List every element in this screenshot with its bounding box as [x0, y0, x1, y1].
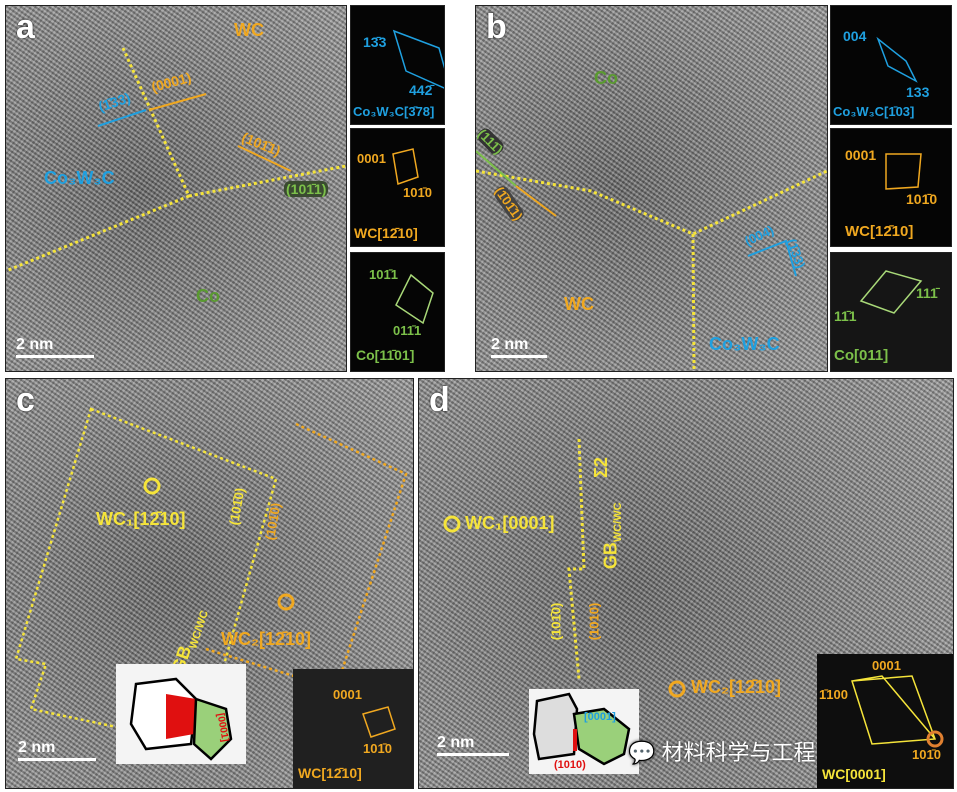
grain-label: WC₂[12̄10]	[221, 629, 312, 649]
grain-boundary-d	[443, 438, 686, 698]
schematic-label: [0001]	[584, 711, 616, 723]
zone-axis: Co₃W₃C[1̄03]	[833, 104, 915, 119]
spot-label: 004	[843, 28, 867, 44]
spot-label: 133	[906, 84, 930, 100]
panel-label: c	[16, 381, 35, 419]
panel-a-hrtem: a WC Co₃W₃C Co (1̄33) (0001) (101̄1) (10…	[5, 5, 347, 372]
spot-label: 101̄0	[403, 185, 432, 200]
grain-boundaries-a	[6, 47, 346, 273]
fft-inset: 0001 101̄0 WC[12̄10]	[830, 128, 952, 247]
zone-axis: WC[12̄10]	[354, 225, 418, 241]
panel-d-hrtem: d WC₁[0001] WC₂[12̄10] GBWC/WC Σ2 (101̄0…	[418, 378, 954, 789]
grain-boundaries-b	[476, 150, 827, 371]
grain-label: WC₂[12̄10]	[691, 677, 782, 697]
scale-bar: 2 nm	[18, 739, 96, 761]
spot-label: 1̄100	[819, 687, 848, 702]
panel-label: d	[429, 381, 450, 419]
grain-label: WC₁[0001]	[465, 513, 555, 533]
scale-bar-label: 2 nm	[437, 734, 475, 751]
grain-regions-c	[14, 407, 408, 731]
fft-inset: 0001 1̄100 101̄0 WC[0001]	[817, 654, 953, 788]
spot-label: 0001	[357, 151, 386, 166]
spot-label: 442̄	[409, 82, 433, 98]
fft-inset: 111̄ 11̄1 Co[011]	[830, 252, 952, 372]
zone-axis: Co₃W₃C[3̄78]	[353, 104, 435, 119]
scale-bar-label: 2 nm	[18, 739, 56, 756]
watermark: 💬 材料科学与工程	[628, 735, 816, 767]
wechat-icon: 💬	[628, 740, 656, 765]
fft-inset: 004 133 Co₃W₃C[1̄03]	[830, 5, 952, 125]
crystal-schematic: [0001] (1010)	[529, 689, 639, 774]
spot-label: 11̄1	[834, 308, 857, 324]
plane-label: (1010)	[586, 602, 602, 641]
plane-label: (101̄0)	[548, 602, 564, 641]
watermark-text: 材料科学与工程	[661, 740, 816, 765]
panel-b-hrtem: b Co WC Co₃W₃C (111̄) (1̄01̄1) (004) (1̄…	[475, 5, 828, 372]
co3w3c-label: Co₃W₃C	[44, 168, 115, 188]
co3w3c-label: Co₃W₃C	[709, 334, 780, 354]
spot-label: 101̄0	[906, 191, 938, 207]
fft-inset: 0001 101̄0 WC[12̄10]	[350, 128, 445, 247]
gb-label: GBWC/WC	[601, 502, 625, 569]
spot-label: 101̄1	[369, 267, 398, 282]
plane-label: (101̄1)	[284, 181, 329, 197]
gb-subscript: WC/WC	[612, 502, 625, 543]
fft-inset: 101̄1 011̄1 Co[11̄01]	[350, 252, 445, 372]
panel-label: b	[486, 8, 507, 46]
zone-axis: WC[12̄10]	[845, 223, 914, 240]
scale-bar: 2 nm	[16, 336, 94, 358]
gb-text: GB	[600, 542, 621, 570]
wc-label: WC	[564, 294, 594, 314]
spot-label: 0001	[333, 687, 362, 702]
scale-bar-label: 2 nm	[491, 336, 529, 353]
zone-axis: Co[011]	[834, 347, 889, 364]
schematic-label: (1010)	[554, 759, 586, 771]
grain-label: WC₁[12̄10]	[96, 509, 186, 529]
scale-bar-label: 2 nm	[16, 336, 54, 353]
spot-label: 101̄0	[363, 741, 392, 756]
zone-axis: Co[11̄01]	[356, 347, 415, 363]
scale-bar: 2 nm	[491, 336, 547, 358]
sigma-label: Σ2	[590, 457, 611, 478]
spot-label: 0001	[845, 147, 877, 163]
scale-bar: 2 nm	[437, 734, 509, 756]
panel-label: a	[16, 8, 35, 46]
spot-label: 111̄	[916, 285, 938, 301]
fft-inset: 13̄3 442̄ Co₃W₃C[3̄78]	[350, 5, 445, 125]
fft-inset: 0001 101̄0 WC[12̄10]	[293, 669, 413, 788]
crystal-schematic: [0001]	[116, 664, 246, 764]
spot-label: 13̄3	[363, 34, 387, 50]
co-label: Co	[594, 68, 618, 88]
co-label: Co	[196, 286, 220, 306]
zone-axis: WC[0001]	[822, 766, 886, 782]
spot-label: 011̄1	[393, 323, 422, 338]
panel-c-hrtem: c WC₁[12̄10] WC₂[12̄10] GBWC/WC (101̄0) …	[5, 378, 414, 789]
wc-label: WC	[234, 20, 264, 40]
spot-label: 101̄0	[912, 747, 941, 762]
spot-label: 0001	[872, 658, 901, 673]
zone-axis: WC[12̄10]	[298, 765, 362, 781]
